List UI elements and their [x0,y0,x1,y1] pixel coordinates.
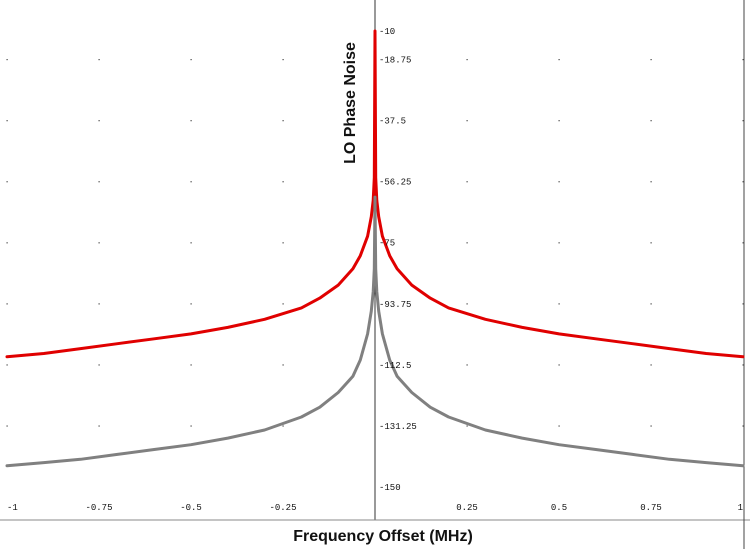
grid-dot [98,303,100,305]
grid-dot [650,120,652,122]
grid-dot [98,364,100,366]
grid-dot [650,181,652,183]
grid-dot [558,59,560,61]
grid-dot [6,181,8,183]
grid-dot [6,364,8,366]
grid-dot [282,181,284,183]
grid-dot [558,425,560,427]
grid-dot [190,364,192,366]
grid-dot [190,425,192,427]
grid-dot [466,59,468,61]
grid-dot [742,425,744,427]
grid-dot [190,120,192,122]
grid-dot [282,120,284,122]
x-tick-label: -1 [7,503,18,513]
grid-dot [6,425,8,427]
grid-dot [190,303,192,305]
grid-dot [742,242,744,244]
grid-dot [466,425,468,427]
grid-dot [466,242,468,244]
grid-dot [98,59,100,61]
grid-dot [742,181,744,183]
y-tick-label: -75 [379,239,395,249]
x-tick-label: 0.25 [456,503,478,513]
y-tick-label: -37.5 [379,117,406,127]
grid-dot [282,303,284,305]
x-axis-label: Frequency Offset (MHz) [293,528,473,545]
grid-dot [466,120,468,122]
grid-dot [466,181,468,183]
grid-dot [558,181,560,183]
x-tick-label: -0.75 [85,503,112,513]
grid-dot [650,425,652,427]
red-series-line [5,29,745,359]
x-tick-label: -0.25 [269,503,296,513]
y-tick-label: -18.75 [379,56,411,66]
grid-dot [6,59,8,61]
grid-dot [466,303,468,305]
grid-dot [742,120,744,122]
x-tick-label: 0.5 [551,503,567,513]
grid-dot [190,181,192,183]
grid-dot [282,59,284,61]
grid-dot [6,303,8,305]
y-tick-label: -150 [379,483,401,493]
grid-dot [558,364,560,366]
y-tick-label: -56.25 [379,178,411,188]
y-tick-label: -112.5 [379,361,411,371]
grid-dot [558,303,560,305]
grid-dot [742,303,744,305]
grid-dot [742,59,744,61]
grid-dots [6,59,744,427]
grid-dot [650,59,652,61]
grid-dot [466,364,468,366]
grid-dot [558,242,560,244]
series-lines [5,29,745,468]
grid-dot [742,364,744,366]
grid-dot [190,59,192,61]
grid-dot [282,242,284,244]
x-tick-label: 0.75 [640,503,662,513]
grid-dot [6,242,8,244]
x-tick-label: 1 [738,503,743,513]
grid-dot [98,120,100,122]
y-tick-label: -93.75 [379,300,411,310]
grid-dot [6,120,8,122]
grid-dot [282,425,284,427]
grid-dot [282,364,284,366]
grid-dot [98,425,100,427]
grid-dot [650,303,652,305]
tick-labels: -1 -0.75 -0.5 -0.25 0.25 0.5 0.75 1 -10 -18.75 -37… [7,27,743,513]
y-tick-label: -10 [379,27,395,37]
grid-dot [558,120,560,122]
grid-dot [190,242,192,244]
grid-dot [98,242,100,244]
y-axis-label: LO Phase Noise [342,42,359,164]
gray-series-line [5,195,745,468]
grid-dot [98,181,100,183]
grid-dot [650,364,652,366]
y-tick-label: -131.25 [379,422,417,432]
grid-dot [650,242,652,244]
x-tick-label: -0.5 [180,503,202,513]
